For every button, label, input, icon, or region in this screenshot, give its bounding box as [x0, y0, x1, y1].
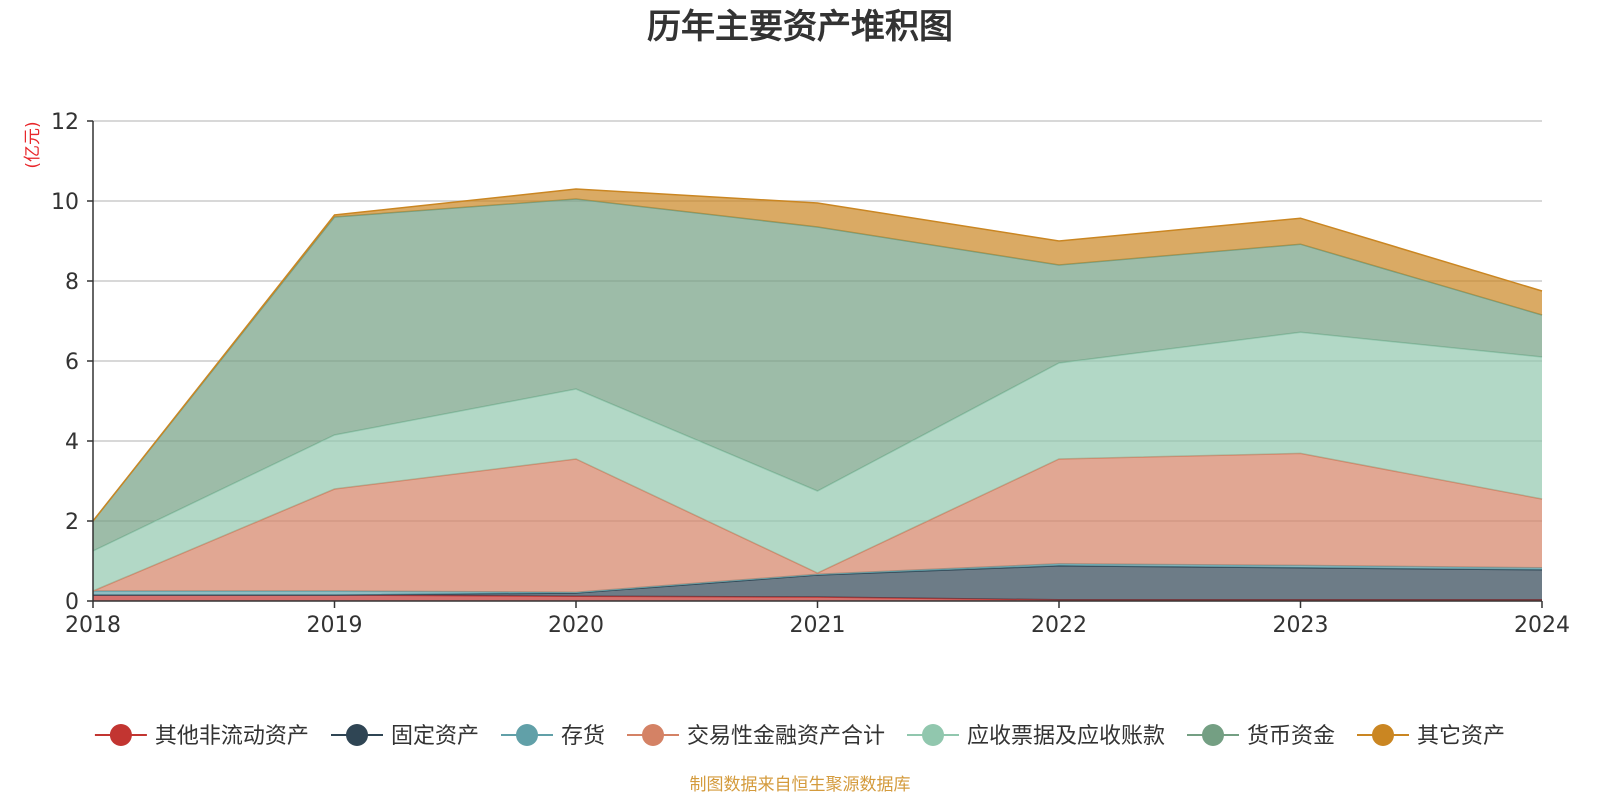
x-tick-label-2024: 2024 — [1514, 613, 1570, 638]
area-1 — [93, 595, 1542, 601]
y-tick-label-2: 2 — [65, 510, 79, 535]
legend-item-1[interactable]: 其他非流动资产 — [94, 724, 309, 749]
legend-label-1: 其他非流动资产 — [155, 724, 309, 749]
y-tick-label-12: 12 — [51, 110, 79, 135]
area-6 — [93, 199, 1542, 551]
y-tick-label-10: 10 — [51, 190, 79, 215]
legend-item-2[interactable]: 固定资产 — [331, 724, 479, 749]
data-source-note: 制图数据来自恒生聚源数据库 — [690, 775, 911, 795]
area-2 — [93, 565, 1542, 600]
legend-marker-5 — [922, 724, 944, 746]
legend-marker-7 — [1372, 724, 1394, 746]
area-5 — [93, 332, 1542, 591]
legend-label-2: 固定资产 — [391, 724, 479, 749]
legend-item-6[interactable]: 货币资金 — [1187, 724, 1335, 749]
axes: 0 2 4 6 8 10 12 2018 2019 2020 2021 2022 2023 2024 — [51, 110, 1570, 638]
y-tick-label-6: 6 — [65, 350, 79, 375]
legend-marker-3 — [516, 724, 538, 746]
x-tick-label-2018: 2018 — [65, 613, 121, 638]
legend-label-6: 货币资金 — [1247, 724, 1335, 749]
legend-label-5: 应收票据及应收账款 — [967, 724, 1165, 749]
legend-item-5[interactable]: 应收票据及应收账款 — [907, 724, 1165, 749]
x-tick-label-2022: 2022 — [1031, 613, 1087, 638]
x-tick-label-2023: 2023 — [1273, 613, 1329, 638]
y-tick-label-0: 0 — [65, 590, 79, 615]
legend-item-4[interactable]: 交易性金融资产合计 — [627, 724, 885, 749]
x-tick-label-2019: 2019 — [307, 613, 363, 638]
legend[interactable]: 其他非流动资产 固定资产 存货 交易性金融资产合计 应收票据及应收账款 货币资金 其它资产 — [94, 724, 1505, 749]
y-tick-label-8: 8 — [65, 270, 79, 295]
legend-marker-6 — [1202, 724, 1224, 746]
legend-label-3: 存货 — [561, 724, 605, 749]
legend-item-7[interactable]: 其它资产 — [1357, 724, 1505, 749]
legend-marker-2 — [346, 724, 368, 746]
legend-marker-4 — [642, 724, 664, 746]
chart-title: 历年主要资产堆积图 — [647, 7, 953, 47]
area-line-7 — [92, 188, 1543, 522]
legend-label-4: 交易性金融资产合计 — [687, 724, 885, 749]
area-series-layer — [92, 188, 1543, 601]
legend-label-7: 其它资产 — [1417, 724, 1505, 749]
x-tick-label-2020: 2020 — [548, 613, 604, 638]
area-4 — [93, 453, 1542, 593]
legend-marker-1 — [109, 724, 132, 746]
legend-item-3[interactable]: 存货 — [501, 724, 605, 749]
x-tick-label-2021: 2021 — [790, 613, 846, 638]
y-tick-label-4: 4 — [65, 430, 79, 455]
y-axis-unit-label: (亿元) — [23, 121, 43, 168]
